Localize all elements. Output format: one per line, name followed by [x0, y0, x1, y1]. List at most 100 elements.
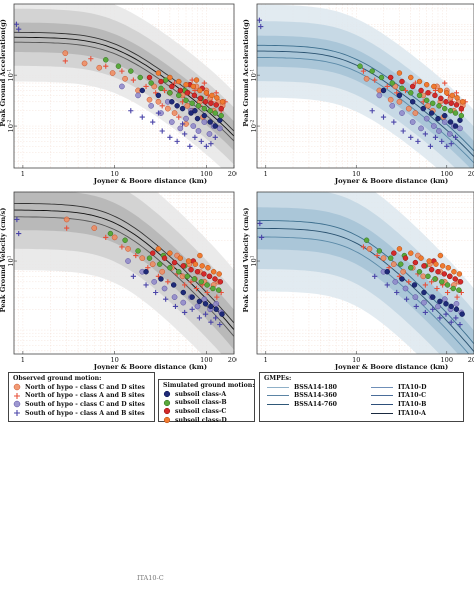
data-points — [257, 220, 465, 328]
legend-label: ITA10-D — [398, 383, 427, 391]
data-point-dot-navy — [448, 303, 454, 310]
data-point-plus-orange — [386, 265, 392, 271]
data-point-circle-orange — [396, 98, 403, 105]
data-point-circle-orange — [151, 83, 158, 90]
data-point-circle-orange — [400, 268, 407, 275]
data-point-dot-green — [204, 282, 210, 288]
data-point-dot-green — [107, 230, 114, 237]
data-point-dot-red — [188, 266, 194, 273]
data-point-plus-orange — [188, 279, 194, 285]
data-point-circle-orange — [62, 50, 69, 57]
data-point-dot-red — [418, 87, 424, 94]
data-point-circle-purple — [201, 119, 208, 125]
legend-gmpe-item: ITA10-D — [368, 383, 427, 392]
legend-simulated-title: Simulated ground motion: — [163, 382, 255, 389]
legend-label: ITA10-C — [398, 392, 427, 400]
data-point-plus-purple — [217, 321, 223, 328]
data-point-plus-orange — [161, 87, 168, 94]
data-point-circle-purple — [216, 125, 223, 132]
data-point-circle-purple — [376, 92, 383, 99]
legend-symbol — [159, 407, 175, 415]
data-point-dot-red — [435, 269, 441, 275]
data-point-plus-orange — [444, 289, 451, 296]
data-point-dot-green — [447, 108, 454, 114]
data-point-plus-purple — [427, 143, 434, 149]
data-point-circle-orange — [146, 96, 153, 103]
legend-gmpe-item: BSSA14-180 — [264, 383, 364, 392]
y-tick-label: 10-2 — [250, 120, 259, 133]
data-point-plus-purple — [202, 311, 209, 317]
plot-frame — [256, 191, 474, 355]
data-point-dot-green — [176, 269, 182, 275]
data-point-dot-green — [450, 285, 456, 292]
data-point-circle-orange — [81, 60, 88, 67]
data-point-plus-purple — [404, 296, 410, 302]
data-point-plus-purple — [369, 108, 375, 114]
data-point-circle-orange — [96, 64, 103, 71]
data-point-dot-orange — [459, 99, 466, 105]
legend-marker-dot-orange — [163, 416, 171, 424]
data-point-dot-navy — [143, 269, 149, 275]
data-point-dot-green — [387, 255, 394, 261]
data-point-dot-navy — [421, 289, 427, 296]
legend-gmpe-item: ITA10-C — [368, 392, 427, 401]
data-point-dot-navy — [380, 87, 387, 94]
data-point-circle-purple — [435, 303, 441, 310]
data-point-circle-orange — [390, 261, 397, 268]
data-point-dot-orange — [185, 258, 192, 264]
legend-label: BSSA14-360 — [294, 392, 337, 400]
data-point-plus-orange — [422, 282, 428, 288]
data-point-dot-navy — [396, 92, 403, 99]
legend-marker-circle-orange — [13, 384, 21, 391]
x-tick-label: 1 — [264, 356, 268, 364]
data-point-dot-green — [218, 112, 224, 119]
data-point-plus-orange — [130, 77, 136, 83]
pga-bssa14-chart: 1 10 100 200 10-1 10-2 Joyner & Boore distance… — [242, 3, 474, 185]
x-tick-label: 100 — [440, 356, 453, 364]
legend-line-swatch — [371, 386, 393, 388]
data-point-plus-orange — [214, 294, 220, 300]
data-point-dot-navy — [196, 298, 203, 305]
x-tick-label: 1 — [21, 356, 25, 364]
x-tick-label: 1 — [264, 170, 268, 178]
data-point-dot-red — [149, 250, 156, 256]
legend-gmpe-left: BSSA14-180 BSSA14-360 BSSA14-760 — [260, 383, 364, 417]
x-tick-label: 100 — [200, 356, 213, 364]
data-point-dot-green — [122, 237, 128, 243]
data-point-circle-orange — [122, 75, 128, 82]
x-tick-label: 10 — [110, 356, 118, 364]
x-tick-label: 10 — [352, 170, 360, 178]
data-point-plus-purple — [372, 273, 378, 279]
data-point-plus-purple — [448, 319, 454, 325]
legend-marker-plus-orange — [14, 392, 20, 399]
legend-line-swatch — [267, 395, 289, 397]
data-points — [14, 21, 228, 149]
data-point-plus-purple — [394, 289, 400, 296]
data-point-dot-orange — [456, 271, 463, 277]
data-point-plus-purple — [16, 26, 22, 32]
data-point-dot-navy — [452, 123, 459, 129]
data-point-circle-purple — [457, 125, 463, 132]
data-point-dot-orange — [408, 250, 414, 256]
data-point-circle-orange — [405, 105, 412, 112]
data-point-dot-navy — [443, 301, 449, 307]
x-tick-label: 100 — [200, 170, 213, 178]
data-point-dot-red — [171, 259, 178, 266]
data-point-dot-green — [416, 92, 423, 99]
legend-simulated: Simulated ground motion: subsoil class-A… — [158, 379, 255, 424]
y-axis-label: Peak Ground Acceleration(g) — [0, 19, 7, 127]
data-point-plus-orange — [442, 80, 448, 86]
data-point-dot-green — [207, 108, 213, 114]
data-point-plus-orange — [394, 90, 400, 96]
gmpe-band-3 — [14, 192, 234, 350]
data-point-dot-red — [457, 279, 464, 285]
legend-simulated-item: subsoil class-C — [159, 407, 254, 416]
data-point-dot-red — [412, 259, 419, 266]
data-point-dot-orange — [183, 81, 189, 88]
data-point-dot-green — [442, 105, 448, 112]
data-point-circle-purple — [430, 123, 437, 129]
data-point-dot-red — [453, 102, 460, 108]
legend-label: subsoil class-C — [175, 407, 227, 415]
legend-line-swatch — [371, 412, 393, 414]
data-point-plus-purple — [192, 134, 198, 140]
